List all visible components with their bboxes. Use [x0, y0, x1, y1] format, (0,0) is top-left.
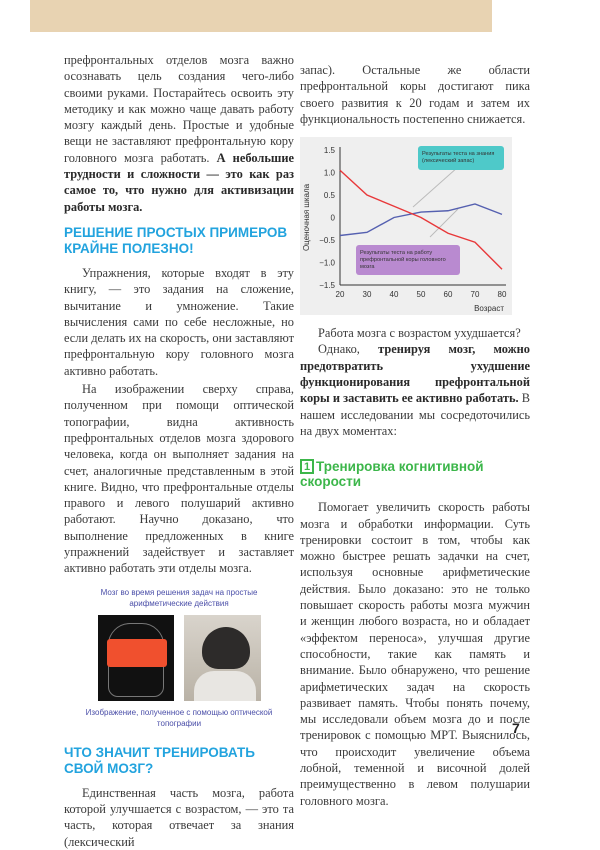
- figure-caption: Изображение, полученное с помощью оптиче…: [85, 707, 273, 728]
- brain-topography-image: [97, 614, 174, 701]
- right-column: запас). Остальные же области префронталь…: [300, 62, 530, 809]
- paragraph: На изображении сверху справа, полученном…: [64, 382, 294, 576]
- y-tick-label: 1.0: [324, 169, 336, 178]
- left-text-1: префронтальных отделов мозга важно осозн…: [64, 52, 294, 215]
- paragraph: Упражнения, которые входят в эту книгу, …: [64, 265, 294, 378]
- right-text-3: Помогает увеличить скорость работы мозга…: [300, 499, 530, 809]
- figure-images: [64, 614, 294, 701]
- x-tick-label: 30: [363, 290, 372, 299]
- series-label-knowledge: Результаты теста на знания (лексический з…: [422, 151, 494, 164]
- figure-title: Мозг во время решения задач на простые а…: [100, 587, 258, 608]
- text: В нашем исследовании мы сосредоточились …: [300, 391, 530, 438]
- section-heading: РЕШЕНИЕ ПРОСТЫХ ПРИМЕРОВ КРАЙНЕ ПОЛЕЗНО!: [64, 224, 288, 256]
- page-number: 7: [512, 720, 520, 736]
- section-heading: ЧТО ЗНАЧИТ ТРЕНИРОВАТЬ СВОЙ МОЗГ?: [64, 744, 255, 776]
- series-line-1: [339, 169, 503, 270]
- heading-text: Тренировка когнитивной скорости: [300, 459, 484, 490]
- y-tick-label: 1.5: [324, 146, 336, 155]
- paragraph: Помогает увеличить скорость работы мозга…: [300, 500, 530, 808]
- left-column: префронтальных отделов мозга важно осозн…: [64, 52, 294, 850]
- y-tick-label: 0: [331, 214, 336, 223]
- right-text-2: Работа мозга с возрастом ухудшается? Одн…: [300, 325, 530, 439]
- x-tick-label: 20: [336, 290, 345, 299]
- x-tick-label: 80: [498, 290, 507, 299]
- chart-svg: 1.5 1.0 0.5 0 −0.5 −1.0 −1.520 30 40 50 60 70 80 Возр…: [302, 146, 507, 313]
- number-badge: 1: [300, 459, 314, 475]
- paragraph: Единственная часть мозга, работа которой…: [64, 785, 294, 849]
- top-band: [30, 0, 492, 32]
- x-tick-label: 50: [417, 290, 426, 299]
- left-text-3: Единственная часть мозга, работа которой…: [64, 785, 294, 850]
- text: Однако,: [318, 342, 379, 357]
- line-chart: 1.5 1.0 0.5 0 −0.5 −1.0 −1.5 20 30 40 50 60 70 80 Возр…: [300, 137, 512, 316]
- series-line-0: [339, 203, 503, 237]
- label-leader-line: [429, 208, 459, 238]
- bold-text: А небольшие трудности и сложности — это …: [64, 150, 294, 214]
- series-label-box: [356, 245, 460, 276]
- x-tick-label: 40: [390, 290, 399, 299]
- y-tick-label: −1.0: [319, 259, 335, 268]
- right-text-1: запас). Остальные же области префронталь…: [300, 62, 530, 127]
- x-tick-label: 70: [471, 290, 480, 299]
- paragraph: Работа мозга с возрастом ухудшается?: [318, 326, 521, 341]
- left-text-2: Упражнения, которые входят в эту книгу, …: [64, 265, 294, 577]
- subsection-heading: 1 Тренировка когнитивной скорости: [300, 459, 530, 489]
- y-tick-label: −1.5: [319, 281, 335, 290]
- y-tick-label: −0.5: [319, 236, 335, 245]
- paragraph: Однако, тренируя мозг, можно предотврати…: [300, 341, 530, 439]
- bold-text: тренируя мозг, можно предотвратить ухудш…: [300, 342, 530, 406]
- x-axis-label: Возраст: [474, 304, 504, 313]
- paragraph: префронтальных отделов мозга важно осозн…: [64, 52, 294, 215]
- paragraph: запас). Остальные же области префронталь…: [300, 63, 530, 126]
- x-tick-label: 60: [444, 290, 453, 299]
- series-label-prefrontal: Результаты теста на работу префронтальной…: [360, 250, 446, 270]
- figure: Мозг во время решения задач на простые а…: [64, 587, 294, 729]
- label-leader-line: [412, 166, 459, 208]
- y-axis-label: Оценочная шкала: [302, 184, 311, 252]
- y-tick-label: 0.5: [324, 191, 336, 200]
- photo-headset-image: [183, 614, 261, 701]
- text: префронтальных отделов мозга важно осозн…: [64, 53, 294, 165]
- series-label-box: [418, 146, 504, 171]
